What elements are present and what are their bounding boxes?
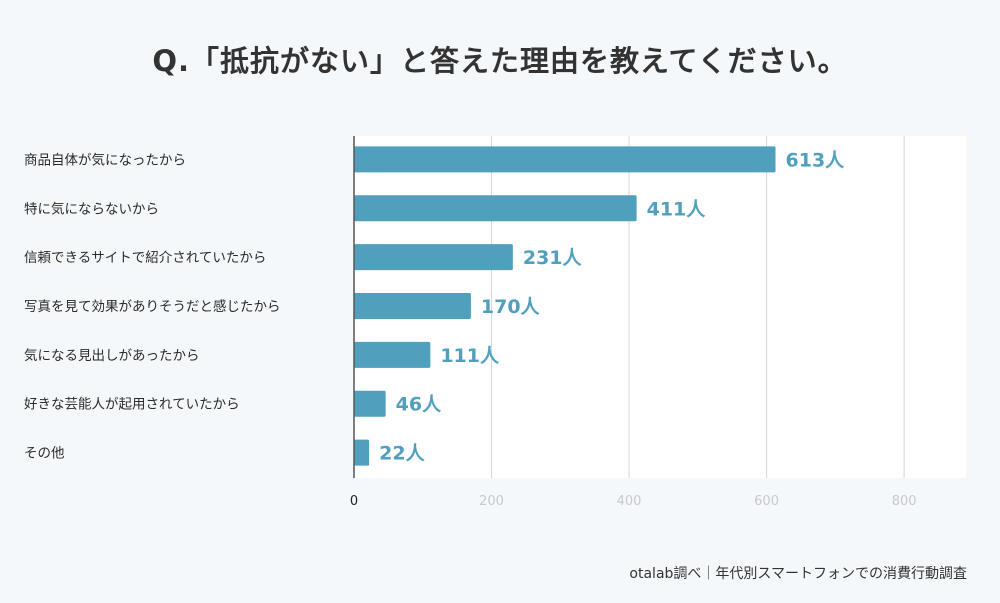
x-tick-label: 200	[479, 494, 504, 509]
bar	[354, 195, 637, 222]
bar	[354, 244, 513, 271]
data-label: 613人	[786, 149, 846, 171]
data-label: 411人	[647, 198, 707, 220]
bars	[354, 146, 776, 466]
category-label: 商品自体が気になったから	[24, 152, 186, 168]
source-note: otalab調べ｜年代別スマートフォンでの消費行動調査	[629, 566, 967, 582]
data-label: 22人	[379, 443, 425, 465]
data-label: 170人	[481, 296, 541, 318]
bar	[354, 293, 471, 319]
chart-title: Q.「抵抗がない」と答えた理由を教えてください。	[152, 44, 848, 78]
category-label: その他	[24, 446, 65, 462]
category-label: 特に気にならないから	[24, 201, 159, 217]
bar	[354, 390, 386, 417]
category-label: 写真を見て効果がありそうだと感じたから	[24, 298, 281, 315]
data-labels: 613人 411人 231人 170人 111人 46人 22人	[379, 149, 845, 464]
gridlines	[491, 136, 905, 478]
data-label: 111人	[440, 345, 500, 367]
category-label: 好きな芸能人が起用されていたから	[24, 397, 240, 413]
bar	[354, 146, 776, 173]
bar	[354, 439, 370, 466]
category-label: 気になる見出しがあったから	[24, 348, 200, 364]
x-tick-labels: 0 200 400 600 800	[350, 494, 917, 509]
x-tick-label: 0	[350, 494, 358, 509]
x-tick-label: 600	[754, 494, 779, 509]
data-label: 231人	[523, 247, 583, 269]
category-labels: 商品自体が気になったから特に気にならないから信頼できるサイトで紹介されていたから…	[24, 152, 281, 461]
bar	[354, 341, 431, 368]
x-tick-label: 800	[892, 494, 917, 509]
category-label: 信頼できるサイトで紹介されていたから	[24, 250, 266, 266]
x-tick-label: 400	[617, 494, 642, 509]
data-label: 46人	[396, 394, 442, 416]
